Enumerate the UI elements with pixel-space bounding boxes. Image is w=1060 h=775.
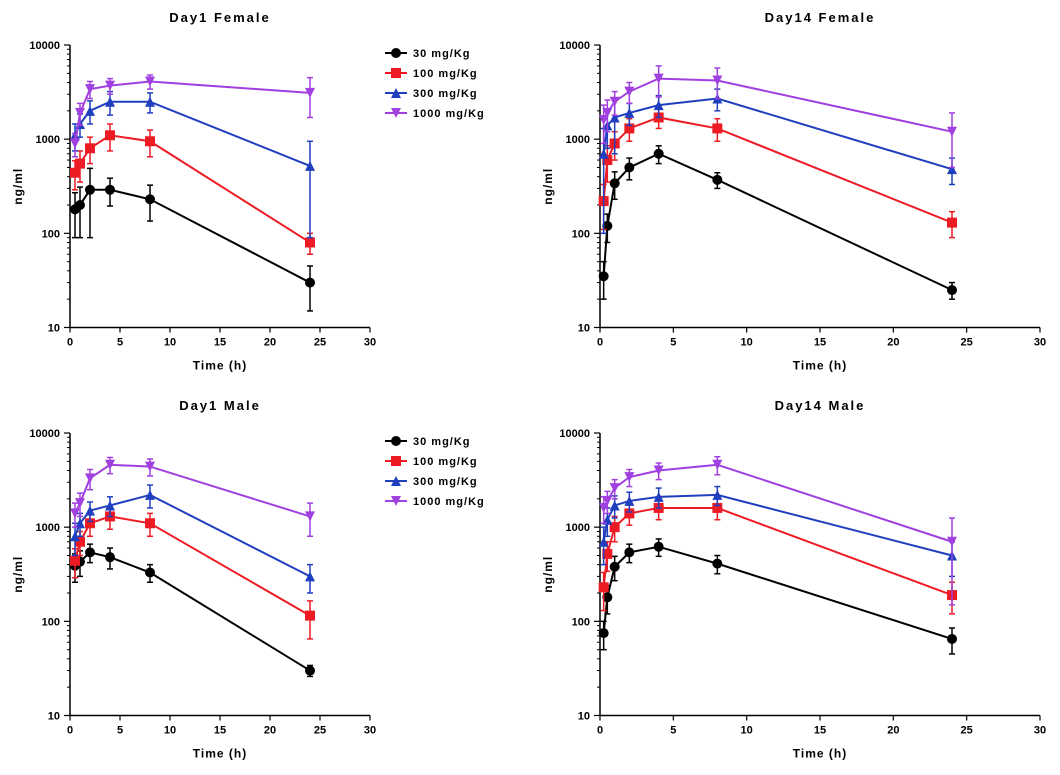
y-tick-label: 10 [578, 323, 590, 335]
panel-bottom-left: 0 5 10 15 20 25 30 10 100 1000 10000 Day1 Male Time … [0, 388, 530, 775]
series [70, 506, 315, 638]
legend-item: 30 mg/Kg [385, 436, 471, 448]
legend-item: 300 mg/Kg [385, 88, 478, 100]
legend-item: 1000 mg/Kg [385, 496, 485, 508]
y-tick-label: 100 [572, 616, 590, 628]
chart-panel-top-left: 0 5 10 15 20 25 30 10 100 1000 10000 Day1 Female Tim… [0, 0, 530, 388]
x-tick-label: 15 [214, 724, 226, 736]
x-axis-label: Time (h) [193, 746, 247, 760]
y-axis-label: ng/ml [11, 168, 25, 205]
legend-label: 100 mg/Kg [413, 456, 478, 468]
x-axis-label: Time (h) [193, 359, 247, 373]
x-tick-label: 20 [264, 337, 276, 349]
legend-label: 100 mg/Kg [413, 68, 478, 80]
y-tick-label: 1000 [566, 522, 590, 534]
y-tick-label: 10 [578, 710, 590, 722]
y-tick-label: 10 [48, 323, 60, 335]
legend-item: 300 mg/Kg [385, 476, 478, 488]
x-tick-label: 30 [1034, 724, 1046, 736]
x-tick-label: 15 [814, 724, 826, 736]
x-tick-label: 20 [887, 724, 899, 736]
x-tick-label: 0 [597, 724, 603, 736]
legend-item: 30 mg/Kg [385, 48, 471, 60]
y-tick-label: 10000 [29, 428, 60, 440]
series [599, 498, 957, 613]
x-tick-label: 15 [214, 337, 226, 349]
x-tick-label: 30 [1034, 337, 1046, 349]
legend-label: 30 mg/Kg [413, 48, 471, 60]
x-axis-label: Time (h) [793, 359, 847, 373]
x-tick-label: 5 [117, 724, 123, 736]
x-tick-label: 20 [887, 337, 899, 349]
y-tick-label: 10000 [559, 428, 590, 440]
x-tick-label: 15 [814, 337, 826, 349]
legend-item: 1000 mg/Kg [385, 108, 485, 120]
y-tick-label: 10 [48, 710, 60, 722]
series [599, 146, 957, 299]
panel-title: Day1 Male [179, 398, 261, 413]
legend-label: 1000 mg/Kg [413, 108, 485, 120]
x-tick-label: 0 [67, 337, 73, 349]
x-tick-label: 30 [364, 337, 376, 349]
x-tick-label: 5 [117, 337, 123, 349]
series [599, 538, 957, 653]
x-tick-label: 20 [264, 724, 276, 736]
series [70, 92, 315, 238]
legend-label: 300 mg/Kg [413, 476, 478, 488]
series [70, 485, 315, 593]
legend: 30 mg/Kg 100 mg/Kg 300 mg/Kg 1000 mg/Kg [385, 48, 485, 120]
legend: 30 mg/Kg 100 mg/Kg 300 mg/Kg 1000 mg/Kg [385, 436, 485, 508]
chart-panel-top-right: 0 5 10 15 20 25 30 10 100 1000 10000 Day14 Female Ti… [530, 0, 1060, 388]
series [599, 109, 957, 238]
legend-label: 300 mg/Kg [413, 88, 478, 100]
chart-panel-bottom-left: 0 5 10 15 20 25 30 10 100 1000 10000 Day1 Male Time … [0, 388, 530, 775]
panel-top-left: 0 5 10 15 20 25 30 10 100 1000 10000 Day1 Female Tim… [0, 0, 530, 388]
legend-item: 100 mg/Kg [385, 456, 478, 468]
x-tick-label: 5 [670, 724, 676, 736]
x-tick-label: 25 [314, 724, 326, 736]
series [70, 75, 315, 157]
y-axis-label: ng/ml [541, 555, 555, 592]
y-tick-label: 100 [572, 228, 590, 240]
x-tick-label: 25 [961, 337, 973, 349]
x-tick-label: 5 [670, 337, 676, 349]
legend-label: 1000 mg/Kg [413, 496, 485, 508]
series [599, 89, 957, 233]
y-axis-label: ng/ml [541, 168, 555, 205]
y-tick-label: 10000 [29, 40, 60, 52]
y-tick-label: 1000 [36, 522, 60, 534]
x-tick-label: 10 [741, 337, 753, 349]
series [70, 457, 315, 536]
x-tick-label: 0 [597, 337, 603, 349]
legend-label: 30 mg/Kg [413, 436, 471, 448]
series [70, 544, 315, 676]
panel-title: Day14 Female [765, 10, 876, 25]
y-tick-label: 1000 [566, 134, 590, 146]
panel-top-right: 0 5 10 15 20 25 30 10 100 1000 10000 Day14 Female Ti… [530, 0, 1060, 388]
y-tick-label: 100 [42, 616, 60, 628]
y-tick-label: 1000 [36, 134, 60, 146]
y-tick-label: 10000 [559, 40, 590, 52]
x-tick-label: 10 [164, 724, 176, 736]
x-axis-label: Time (h) [793, 746, 847, 760]
y-tick-label: 100 [42, 228, 60, 240]
x-tick-label: 10 [741, 724, 753, 736]
x-tick-label: 25 [314, 337, 326, 349]
series [70, 168, 315, 311]
chart-panel-bottom-right: 0 5 10 15 20 25 30 10 100 1000 10000 Day14 Male Time… [530, 388, 1060, 775]
x-tick-label: 0 [67, 724, 73, 736]
y-axis-label: ng/ml [11, 555, 25, 592]
panel-title: Day1 Female [169, 10, 271, 25]
panel-bottom-right: 0 5 10 15 20 25 30 10 100 1000 10000 Day14 Male Time… [530, 388, 1060, 775]
x-tick-label: 30 [364, 724, 376, 736]
panel-title: Day14 Male [775, 398, 866, 413]
x-tick-label: 10 [164, 337, 176, 349]
legend-item: 100 mg/Kg [385, 68, 478, 80]
x-tick-label: 25 [961, 724, 973, 736]
